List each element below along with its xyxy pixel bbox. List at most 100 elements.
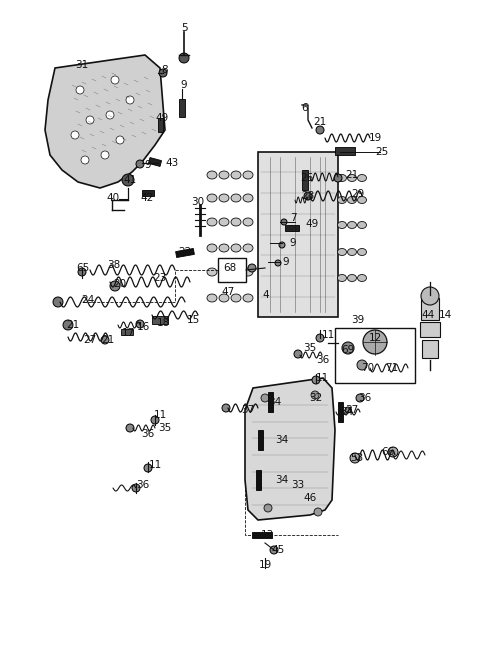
Text: 34: 34 [268,397,282,407]
Text: 15: 15 [186,315,200,325]
Circle shape [71,131,79,139]
Text: 36: 36 [136,480,150,490]
Circle shape [345,407,351,413]
Text: 22: 22 [179,247,192,257]
Ellipse shape [207,294,217,302]
Bar [257,430,263,450]
Text: 35: 35 [158,423,172,433]
Text: 13: 13 [260,530,274,540]
Text: 20: 20 [113,279,127,289]
Ellipse shape [207,171,217,179]
Circle shape [248,264,256,272]
Circle shape [356,394,364,402]
Text: 9: 9 [180,80,187,90]
Bar [335,328,415,383]
Circle shape [279,242,285,248]
Text: 11: 11 [315,373,329,383]
Ellipse shape [337,274,347,282]
Text: 35: 35 [303,343,317,353]
Bar [285,225,299,231]
Ellipse shape [358,174,367,181]
Text: 24: 24 [82,295,95,305]
Circle shape [132,484,140,492]
Ellipse shape [348,174,357,181]
Text: 9: 9 [283,257,289,267]
Text: 8: 8 [162,65,168,75]
Text: 9: 9 [144,160,151,170]
Circle shape [136,160,144,168]
Circle shape [421,287,439,305]
Text: 68: 68 [223,263,237,273]
Circle shape [222,404,230,412]
Circle shape [151,416,159,424]
Text: 66: 66 [382,447,395,457]
Ellipse shape [219,268,229,276]
Ellipse shape [348,248,357,255]
Ellipse shape [207,268,217,276]
Ellipse shape [358,274,367,282]
Ellipse shape [207,244,217,252]
Circle shape [111,76,119,84]
Ellipse shape [231,171,241,179]
Bar [148,158,162,166]
Circle shape [294,350,302,358]
Circle shape [76,86,84,94]
Ellipse shape [243,194,253,202]
Circle shape [144,464,152,472]
Circle shape [314,508,322,516]
Text: 32: 32 [310,393,323,403]
Text: 47: 47 [221,287,235,297]
Circle shape [101,336,109,344]
Ellipse shape [219,244,229,252]
Bar [267,392,273,412]
Text: 65: 65 [76,263,90,273]
Text: 30: 30 [192,197,204,207]
Ellipse shape [348,221,357,229]
Ellipse shape [219,171,229,179]
Circle shape [86,116,94,124]
Bar [302,170,308,190]
Circle shape [342,342,354,354]
Bar [157,118,163,132]
Circle shape [126,96,134,104]
Circle shape [81,156,89,164]
Circle shape [179,53,189,63]
Bar [176,248,194,257]
Bar [152,316,168,324]
Text: 53: 53 [350,453,364,463]
Circle shape [136,320,144,328]
Text: 11: 11 [154,410,167,420]
Text: 49: 49 [156,113,168,123]
Ellipse shape [337,196,347,204]
Circle shape [261,394,269,402]
Ellipse shape [358,221,367,229]
Circle shape [312,376,320,384]
Ellipse shape [337,174,347,181]
Bar [218,258,246,282]
Text: 34: 34 [276,475,288,485]
Text: 36: 36 [359,393,372,403]
Ellipse shape [337,221,347,229]
Ellipse shape [243,171,253,179]
Text: 21: 21 [66,320,80,330]
Text: 23: 23 [154,273,167,283]
Circle shape [316,126,324,134]
Bar [422,340,438,358]
Text: 21: 21 [313,117,326,127]
Text: 36: 36 [142,429,155,439]
Bar [179,99,185,117]
Circle shape [311,391,319,399]
Bar [421,298,439,320]
Text: 26: 26 [300,173,313,183]
Bar [420,322,440,337]
Text: 21: 21 [346,170,359,180]
Text: 71: 71 [385,363,398,373]
Circle shape [388,447,398,457]
Text: 34: 34 [340,407,354,417]
Bar [335,147,355,155]
Text: 70: 70 [361,363,374,373]
Text: 7: 7 [290,213,296,223]
Circle shape [110,281,120,291]
Bar [252,532,272,538]
Circle shape [304,192,312,200]
